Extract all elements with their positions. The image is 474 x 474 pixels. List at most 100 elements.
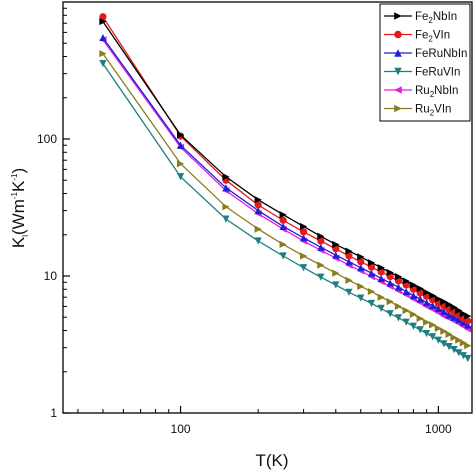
data-point — [464, 312, 472, 320]
data-point — [394, 272, 403, 281]
data-point — [402, 277, 410, 285]
data-point — [402, 318, 410, 326]
data-point — [434, 324, 442, 332]
data-point — [394, 314, 403, 322]
legend-label: Ru2VIn — [415, 104, 451, 118]
data-point — [317, 261, 325, 269]
series-3 — [99, 60, 472, 363]
data-point — [279, 211, 287, 219]
data-point — [222, 215, 230, 223]
legend-label-part: FeRuNbIn — [415, 48, 467, 60]
data-point — [434, 299, 442, 308]
data-point — [317, 237, 325, 245]
data-point — [99, 60, 107, 68]
data-point — [450, 303, 458, 311]
data-point — [440, 340, 448, 348]
data-point — [367, 259, 376, 267]
data-point — [332, 269, 340, 277]
legend-label-part: VIn — [434, 104, 451, 116]
data-point — [416, 314, 424, 323]
y-tick-label: 1 — [50, 406, 57, 420]
data-point — [455, 336, 463, 344]
data-point — [345, 247, 353, 255]
series-layer — [99, 13, 472, 363]
legend-entry: FeRuVIn — [384, 67, 460, 79]
legend-entry: Ru2VIn — [384, 104, 451, 118]
series-0 — [99, 17, 472, 320]
data-point — [345, 252, 353, 260]
data-point — [434, 295, 442, 303]
data-point — [254, 196, 262, 204]
data-point — [422, 298, 431, 307]
data-point — [440, 327, 448, 335]
y-label-rest2: K — [9, 180, 28, 192]
data-point — [317, 232, 325, 240]
data-point — [459, 339, 467, 347]
data-point — [254, 225, 262, 233]
legend-label: FeRuNbIn — [415, 48, 467, 60]
data-point — [176, 160, 185, 168]
legend-box — [379, 3, 471, 122]
data-point — [279, 216, 287, 224]
data-point — [416, 326, 424, 334]
data-point — [176, 131, 185, 139]
data-point — [254, 237, 262, 245]
data-point — [299, 234, 308, 242]
data-point — [386, 298, 394, 306]
data-point — [422, 288, 431, 296]
data-point — [279, 252, 287, 260]
data-point — [464, 342, 472, 350]
legend-label-part: Fe — [415, 11, 428, 23]
data-point — [299, 252, 308, 260]
data-point — [445, 343, 453, 351]
legend-label-part: Ru — [415, 104, 430, 116]
plot-frame — [62, 1, 473, 414]
legend-label-part: Fe — [415, 30, 428, 42]
data-point — [345, 276, 353, 284]
data-point — [422, 329, 431, 338]
data-point — [402, 306, 410, 315]
legend-marker — [394, 12, 402, 20]
data-point — [429, 301, 437, 310]
x-tick-label: 100 — [171, 422, 191, 436]
data-point — [386, 279, 394, 287]
legend-label: Fe2NbIn — [415, 11, 457, 25]
data-point — [464, 354, 472, 363]
legend-entry: Ru2NbIn — [384, 85, 458, 99]
data-point — [450, 313, 458, 321]
data-point — [434, 304, 442, 313]
data-point — [440, 307, 448, 316]
data-point — [317, 243, 325, 251]
data-point — [332, 281, 340, 289]
data-point — [357, 253, 365, 261]
legend-label-part: 2 — [428, 16, 433, 25]
data-point — [345, 288, 353, 296]
data-point — [455, 316, 463, 324]
data-point — [422, 318, 431, 326]
y-label-main: K — [9, 236, 28, 248]
y-axis-label: Kl(Wm-1K-1) — [9, 168, 30, 248]
data-point — [459, 310, 467, 318]
data-point — [409, 322, 418, 330]
data-point — [409, 291, 418, 300]
data-point — [440, 298, 448, 306]
data-point — [357, 294, 365, 302]
data-point — [455, 349, 463, 357]
data-point — [367, 299, 376, 308]
legend-label-part: 2 — [430, 109, 435, 118]
data-point — [317, 273, 325, 281]
data-point — [459, 318, 467, 326]
legend-label-part: VIn — [433, 30, 450, 42]
data-point — [357, 264, 365, 272]
data-point — [455, 306, 463, 315]
data-point — [445, 300, 453, 309]
data-point — [367, 269, 376, 277]
legend-marker — [394, 49, 402, 57]
data-point — [459, 352, 467, 360]
y-label-sup2: -1 — [10, 173, 19, 181]
data-point — [222, 184, 230, 192]
legend-label: Ru2NbIn — [415, 85, 458, 99]
legend-label-part: Ru — [415, 85, 430, 97]
data-point — [345, 258, 353, 266]
